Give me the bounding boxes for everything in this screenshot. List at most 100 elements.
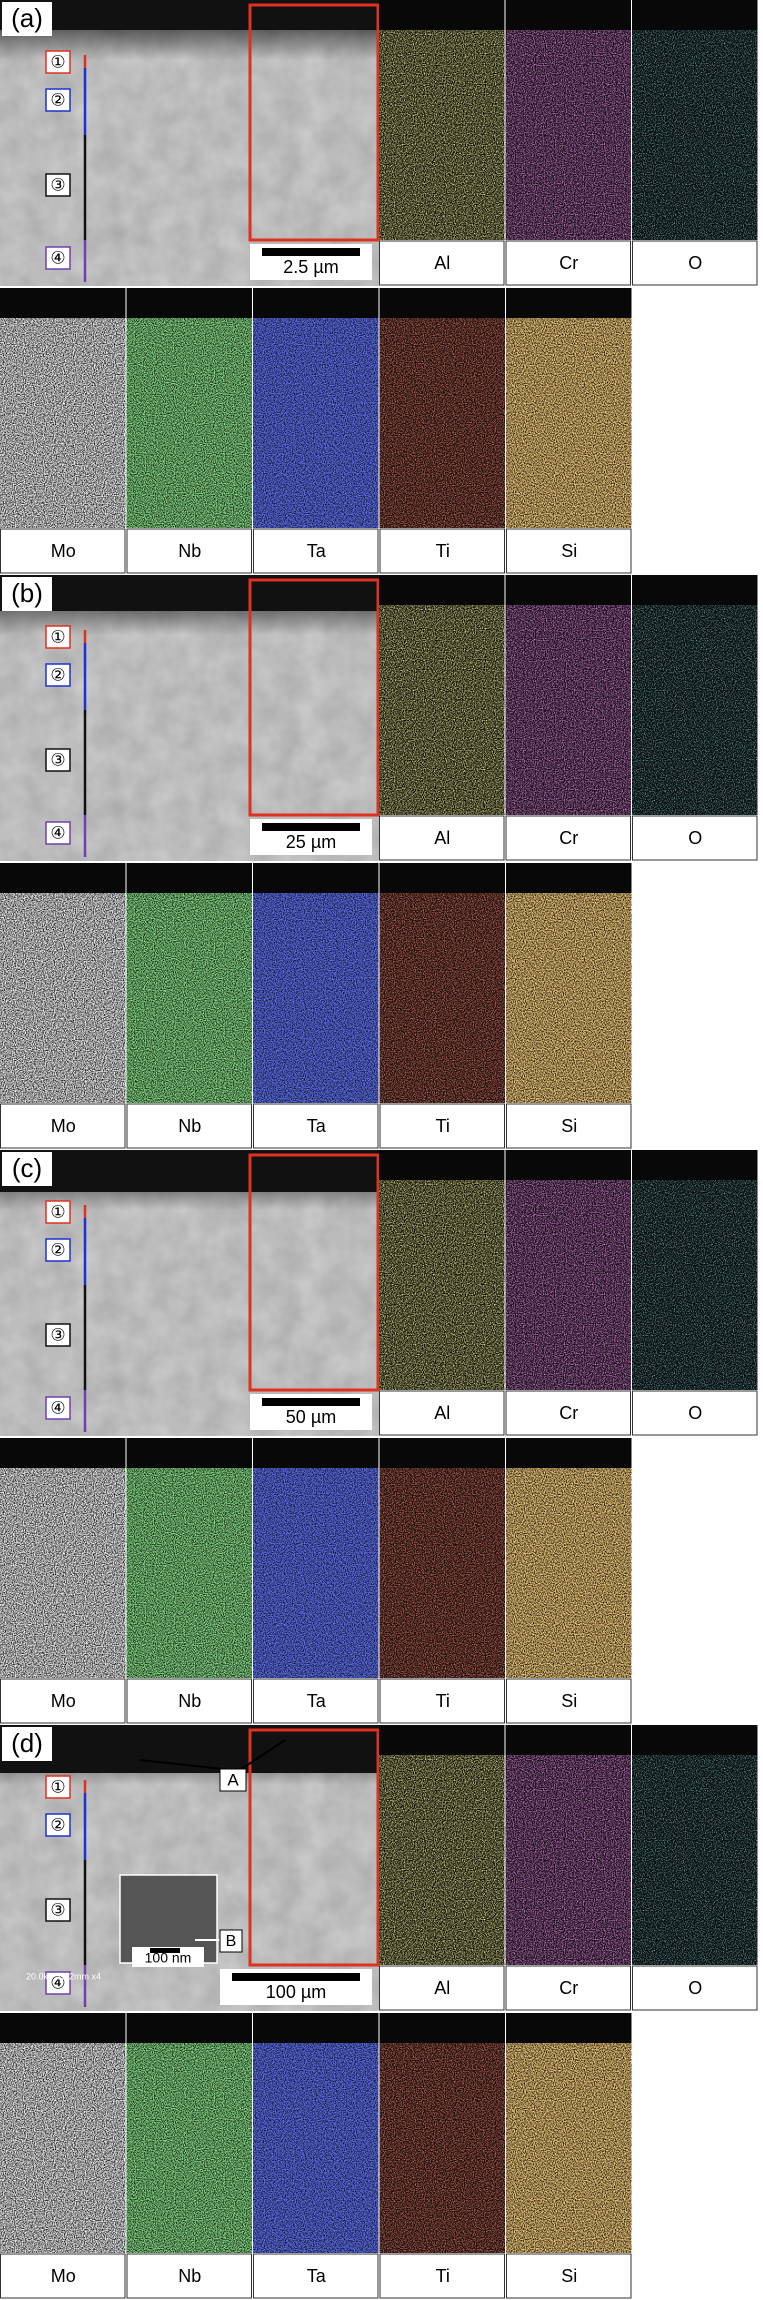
layer-label: ④ bbox=[50, 1398, 65, 1417]
scale-bar-label: 50 µm bbox=[286, 1407, 336, 1427]
map-label-box bbox=[253, 1678, 379, 1724]
map-label: Nb bbox=[178, 1116, 201, 1136]
map-label: Al bbox=[434, 828, 450, 848]
map-signal bbox=[0, 2043, 126, 2253]
sem-image: (d) ① ② ③ ④ 100 µm A B 100 nm 20.0kV 12.2mm x4 bbox=[0, 1725, 380, 2011]
annotation-box bbox=[219, 1929, 243, 1953]
map-label: O bbox=[688, 1403, 702, 1423]
inset-scale-label: 100 nm bbox=[145, 1950, 192, 1966]
map-signal bbox=[126, 893, 252, 1103]
layer-label: ① bbox=[50, 1777, 65, 1796]
map-label: Al bbox=[434, 1403, 450, 1423]
element-map: Al bbox=[379, 0, 505, 286]
layer-box bbox=[45, 1323, 71, 1347]
map-label: Al bbox=[434, 253, 450, 273]
map-label: Cr bbox=[559, 828, 578, 848]
element-map: Nb bbox=[126, 288, 252, 574]
map-signal bbox=[379, 2043, 505, 2253]
map-label: Mo bbox=[51, 2266, 76, 2286]
map-label: Mo bbox=[51, 1116, 76, 1136]
scale-bar-label: 2.5 µm bbox=[283, 257, 338, 277]
layer-box bbox=[45, 748, 71, 772]
map-label: Cr bbox=[559, 1978, 578, 1998]
map-label-box bbox=[379, 1678, 505, 1724]
map-signal bbox=[632, 1755, 758, 1965]
map-label-box bbox=[253, 528, 379, 574]
map-label-box bbox=[126, 1678, 252, 1724]
map-label-box bbox=[379, 1965, 505, 2011]
map-signal bbox=[253, 1468, 379, 1678]
map-label-box bbox=[505, 815, 631, 861]
scale-bar-label: 100 µm bbox=[266, 1982, 326, 2002]
element-map: Ta bbox=[253, 863, 379, 1149]
layer-label: ① bbox=[50, 627, 65, 646]
element-map: Cr bbox=[505, 1150, 631, 1436]
map-label-box bbox=[0, 1103, 126, 1149]
map-signal bbox=[506, 1468, 632, 1678]
scale-bar-label: 25 µm bbox=[286, 832, 336, 852]
element-map: Ti bbox=[379, 1438, 505, 1724]
element-map: Cr bbox=[505, 0, 631, 286]
element-map: Mo bbox=[0, 288, 126, 574]
element-map: Al bbox=[379, 1725, 505, 2011]
map-signal bbox=[253, 893, 379, 1103]
element-map: Nb bbox=[126, 1438, 252, 1724]
map-signal bbox=[505, 1180, 631, 1390]
element-map: Cr bbox=[505, 575, 631, 861]
element-map: O bbox=[632, 575, 758, 861]
sem-image: (c) ① ② ③ ④ 50 µm bbox=[0, 1150, 380, 1436]
map-label: Ta bbox=[307, 541, 327, 561]
roi-box bbox=[248, 1728, 380, 1967]
map-label-box bbox=[126, 528, 252, 574]
map-label: O bbox=[688, 1978, 702, 1998]
element-map: Ta bbox=[253, 1438, 379, 1724]
arrow bbox=[239, 1739, 286, 1771]
element-map: O bbox=[632, 0, 758, 286]
map-label-box bbox=[253, 2253, 379, 2299]
map-signal bbox=[506, 318, 632, 528]
map-label: Si bbox=[561, 2266, 577, 2286]
map-signal bbox=[379, 605, 505, 815]
panel-label: (c) bbox=[12, 1153, 42, 1183]
map-signal bbox=[379, 30, 505, 240]
layer-box bbox=[45, 625, 71, 649]
map-label: Mo bbox=[51, 541, 76, 561]
sem-image: (a) ① ② ③ ④ 2.5 µm bbox=[0, 0, 380, 286]
roi-box bbox=[248, 578, 380, 817]
map-signal bbox=[505, 605, 631, 815]
layer-box bbox=[45, 1200, 71, 1224]
panel-label-box bbox=[2, 577, 52, 611]
map-signal bbox=[0, 318, 126, 528]
layer-label: ③ bbox=[50, 175, 65, 194]
panel-label: (d) bbox=[11, 1728, 43, 1758]
element-map: Si bbox=[506, 1438, 632, 1724]
map-signal bbox=[379, 1755, 505, 1965]
panel: (d) ① ② ③ ④ 100 µm A B 100 nm 20.0kV 12.2mm x4 Al C… bbox=[0, 1725, 758, 2299]
map-label: Nb bbox=[178, 2266, 201, 2286]
element-map: Nb bbox=[126, 863, 252, 1149]
inset-scale-bar bbox=[150, 1948, 180, 1953]
instrument-text: 20.0kV 12.2mm x4 bbox=[26, 1971, 101, 1981]
map-label-box bbox=[253, 1103, 379, 1149]
panel-label: (b) bbox=[11, 578, 43, 608]
map-label-box bbox=[506, 1103, 632, 1149]
map-label-box bbox=[379, 815, 505, 861]
layer-label: ② bbox=[50, 665, 65, 684]
element-map: Ti bbox=[379, 863, 505, 1149]
scale-bar bbox=[262, 823, 360, 831]
map-label-box bbox=[126, 2253, 252, 2299]
map-signal bbox=[126, 318, 252, 528]
map-label: Ti bbox=[436, 2266, 450, 2286]
map-label: Si bbox=[561, 541, 577, 561]
element-map: Mo bbox=[0, 2013, 126, 2299]
element-map: Si bbox=[506, 2013, 632, 2299]
element-map: Si bbox=[506, 288, 632, 574]
layer-label: ③ bbox=[50, 1900, 65, 1919]
map-signal bbox=[379, 1468, 505, 1678]
layer-box bbox=[45, 173, 71, 197]
element-map: Cr bbox=[505, 1725, 631, 2011]
map-label: Ta bbox=[307, 1691, 327, 1711]
map-label: Nb bbox=[178, 541, 201, 561]
element-map: Al bbox=[379, 1150, 505, 1436]
map-label: Ti bbox=[436, 1116, 450, 1136]
